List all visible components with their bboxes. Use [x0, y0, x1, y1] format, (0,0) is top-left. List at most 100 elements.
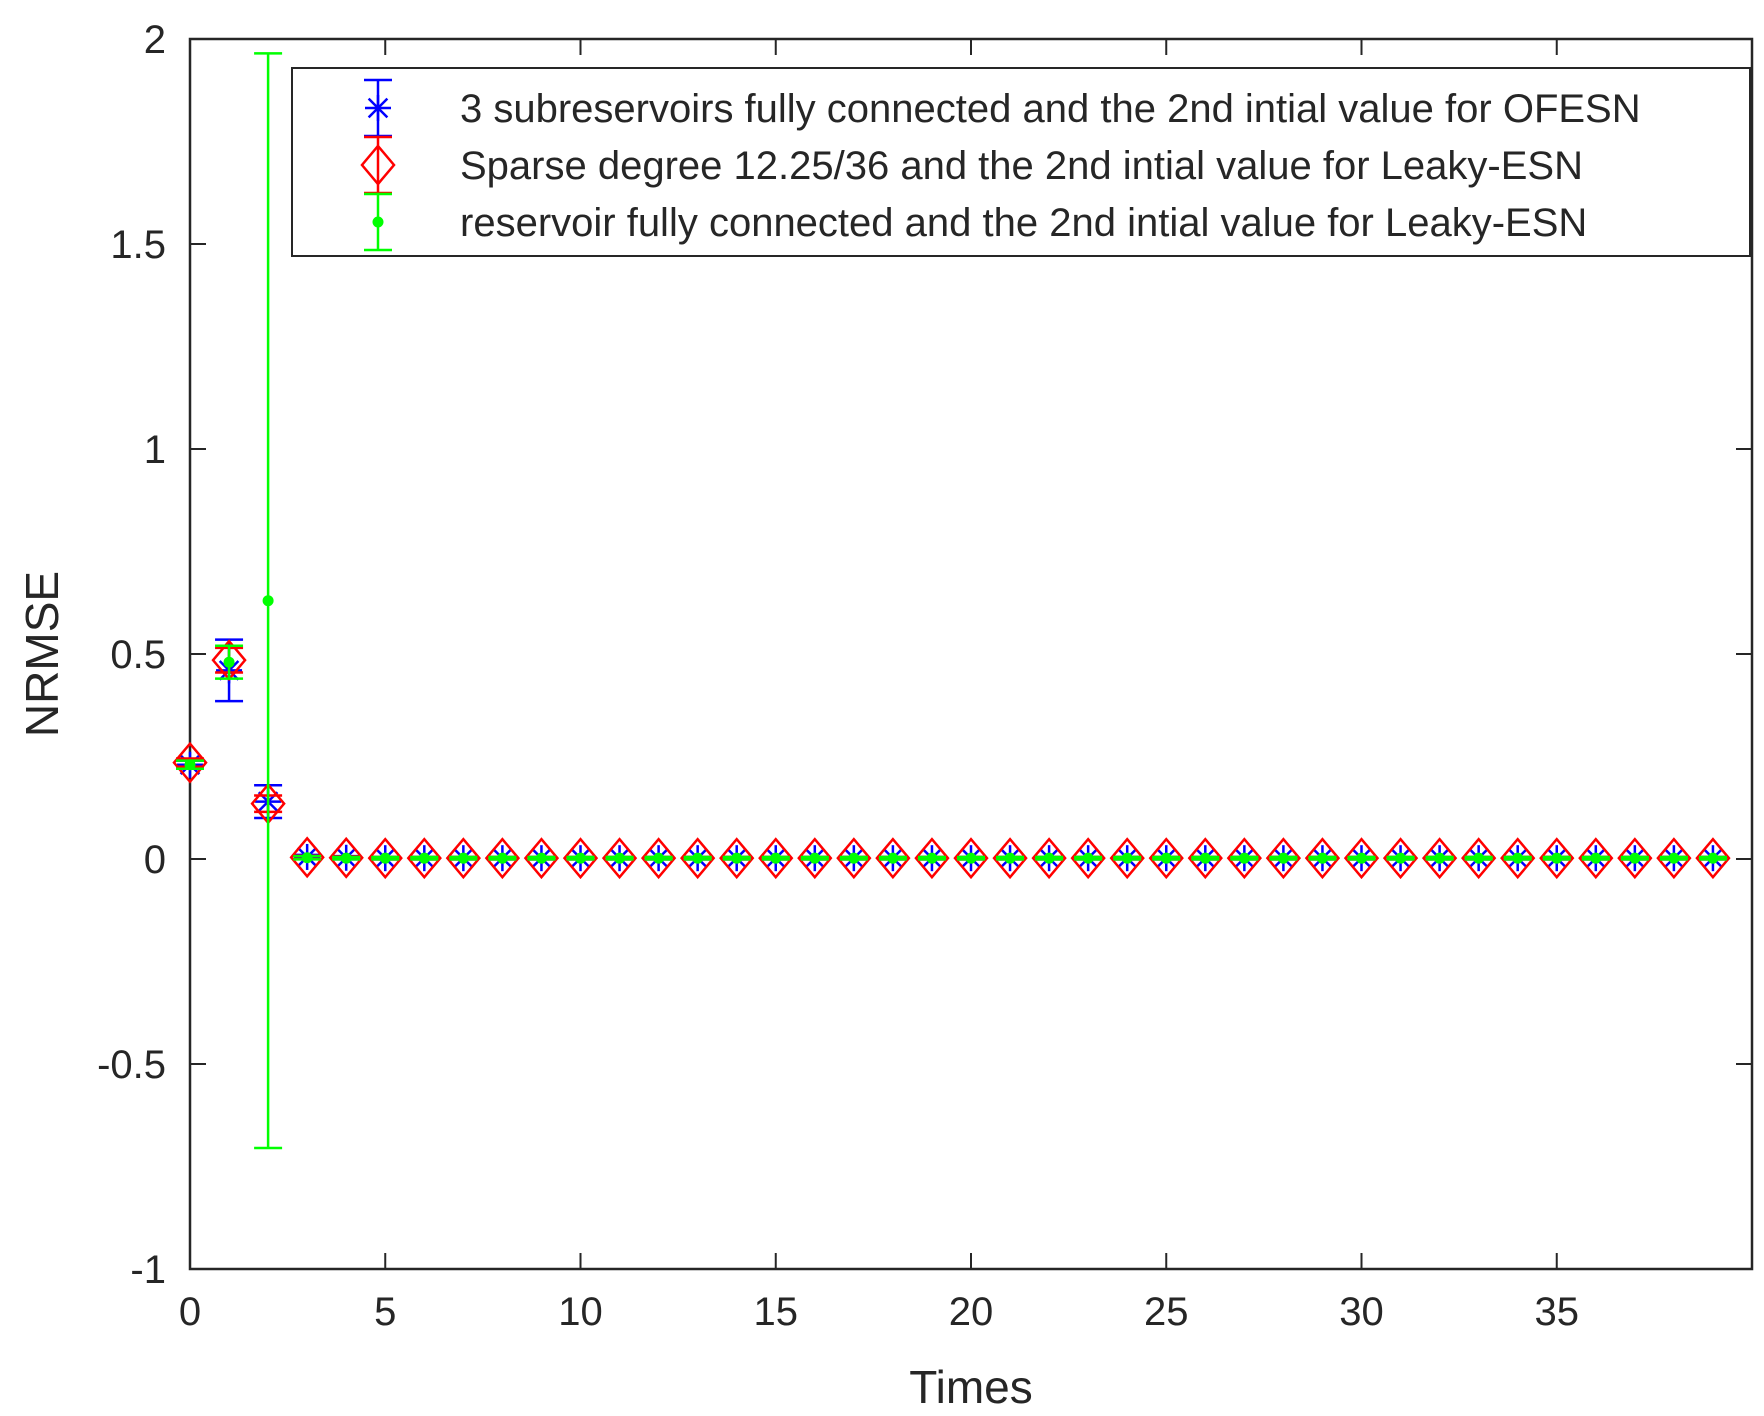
- data-point: [410, 852, 439, 864]
- data-point: [761, 852, 790, 864]
- dot-marker: [653, 852, 665, 864]
- dot-marker: [1356, 852, 1367, 864]
- y-tick-label: 0.5: [110, 633, 166, 677]
- legend-entry: Sparse degree 12.25/36 and the 2nd intia…: [360, 135, 1583, 195]
- y-tick-label: 0: [144, 838, 166, 882]
- dot-marker: [1238, 852, 1250, 864]
- dot-marker: [340, 852, 352, 864]
- data-point: [1620, 852, 1649, 864]
- dot-marker: [535, 852, 547, 864]
- x-tick-label: 20: [949, 1290, 994, 1334]
- x-axis-label: Times: [909, 1361, 1033, 1413]
- dot-marker: [1082, 852, 1094, 864]
- data-point: [1503, 852, 1532, 864]
- data-point: [800, 852, 829, 864]
- diamond-marker: [1070, 837, 1106, 880]
- data-point: [722, 852, 751, 864]
- diamond-marker: [484, 837, 521, 880]
- dot-marker: [496, 852, 508, 864]
- diamond-marker: [367, 837, 403, 880]
- data-point: [449, 852, 478, 864]
- data-point: [566, 852, 595, 864]
- data-point: [1035, 852, 1064, 864]
- diamond-marker: [758, 837, 794, 880]
- data-point: [1698, 852, 1727, 864]
- diamond-marker: [875, 837, 911, 880]
- diamond-marker: [680, 837, 716, 880]
- data-point: [996, 852, 1025, 864]
- dot-marker: [614, 852, 626, 864]
- diamond-marker: [1461, 837, 1497, 880]
- data-point: [1425, 852, 1454, 864]
- dot-marker: [372, 216, 384, 228]
- x-tick-label: 15: [754, 1290, 799, 1334]
- legend: 3 subreservoirs fully connected and the …: [291, 67, 1751, 257]
- dot-marker: [1160, 852, 1172, 864]
- data-point: [1464, 852, 1493, 864]
- legend-entry: reservoir fully connected and the 2nd in…: [364, 192, 1587, 252]
- asterisk-marker: [365, 95, 391, 121]
- diamond-marker: [719, 837, 755, 880]
- dot-marker: [1121, 852, 1133, 864]
- dot-marker: [1512, 852, 1524, 864]
- dot-marker: [965, 852, 977, 864]
- data-point: [878, 852, 907, 864]
- diamond-marker: [1226, 837, 1262, 880]
- diamond-marker: [1109, 837, 1145, 880]
- diamond-marker: [406, 837, 442, 880]
- data-point: [254, 52, 283, 1150]
- diamond-marker: [1617, 837, 1653, 880]
- data-point: [1308, 852, 1337, 864]
- dot-marker: [1277, 852, 1289, 864]
- dot-marker: [1043, 852, 1055, 864]
- data-point: [1386, 852, 1415, 864]
- data-point: [488, 852, 517, 864]
- dot-marker: [1551, 852, 1563, 864]
- dot-marker: [1707, 852, 1719, 864]
- diamond-marker: [1421, 837, 1458, 880]
- data-point: [1581, 852, 1610, 864]
- legend-label: reservoir fully connected and the 2nd in…: [460, 201, 1587, 245]
- dot-marker: [1316, 852, 1328, 864]
- diamond-marker: [1031, 837, 1067, 880]
- legend-label: 3 subreservoirs fully connected and the …: [460, 87, 1641, 131]
- data-point: [644, 852, 673, 864]
- y-tick-label: 1: [144, 428, 166, 472]
- legend-label: Sparse degree 12.25/36 and the 2nd intia…: [460, 144, 1583, 188]
- x-tick-label: 35: [1535, 1290, 1580, 1334]
- dot-marker: [262, 595, 274, 607]
- diamond-marker: [1382, 837, 1419, 880]
- dot-marker: [1590, 852, 1602, 864]
- diamond-marker: [1304, 837, 1341, 880]
- data-point: [1230, 852, 1259, 864]
- dot-marker: [692, 852, 704, 864]
- x-tick-label: 30: [1339, 1290, 1384, 1334]
- dot-marker: [184, 759, 196, 771]
- asterisk-stroke: [367, 97, 389, 119]
- diamond-marker: [1500, 837, 1536, 880]
- dot-marker: [1199, 852, 1211, 864]
- data-point: [1542, 852, 1571, 864]
- diamond-marker: [836, 837, 872, 880]
- diamond-marker: [360, 144, 396, 186]
- dot-marker: [1395, 852, 1407, 864]
- dot-marker: [1668, 852, 1680, 864]
- dot-marker: [223, 656, 235, 668]
- x-tick-label: 25: [1144, 1290, 1189, 1334]
- data-point: [957, 852, 985, 864]
- data-point: [1347, 852, 1376, 864]
- axis-ticks: 0 5 10 15 20 25 30 35 -1 -0.5 0 0.5 1 1.5 2: [97, 18, 1752, 1334]
- diamond-marker: [445, 837, 481, 880]
- diamond-marker: [601, 837, 638, 880]
- dot-marker: [887, 852, 899, 864]
- x-tick-label: 5: [374, 1290, 396, 1334]
- dot-marker: [848, 852, 860, 864]
- diamond-marker: [1265, 837, 1302, 880]
- dot-marker: [575, 852, 586, 864]
- diamond-marker: [1578, 837, 1614, 880]
- data-point: [605, 852, 634, 864]
- dot-marker: [1004, 852, 1016, 864]
- diamond-marker: [992, 837, 1028, 880]
- diamond-marker: [328, 836, 364, 879]
